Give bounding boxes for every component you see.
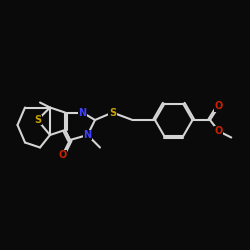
Text: O: O bbox=[214, 101, 223, 111]
Text: O: O bbox=[214, 126, 223, 136]
Text: N: N bbox=[84, 130, 92, 140]
Text: S: S bbox=[109, 108, 116, 118]
Text: O: O bbox=[58, 150, 66, 160]
Text: S: S bbox=[34, 115, 41, 125]
Text: N: N bbox=[78, 108, 86, 118]
